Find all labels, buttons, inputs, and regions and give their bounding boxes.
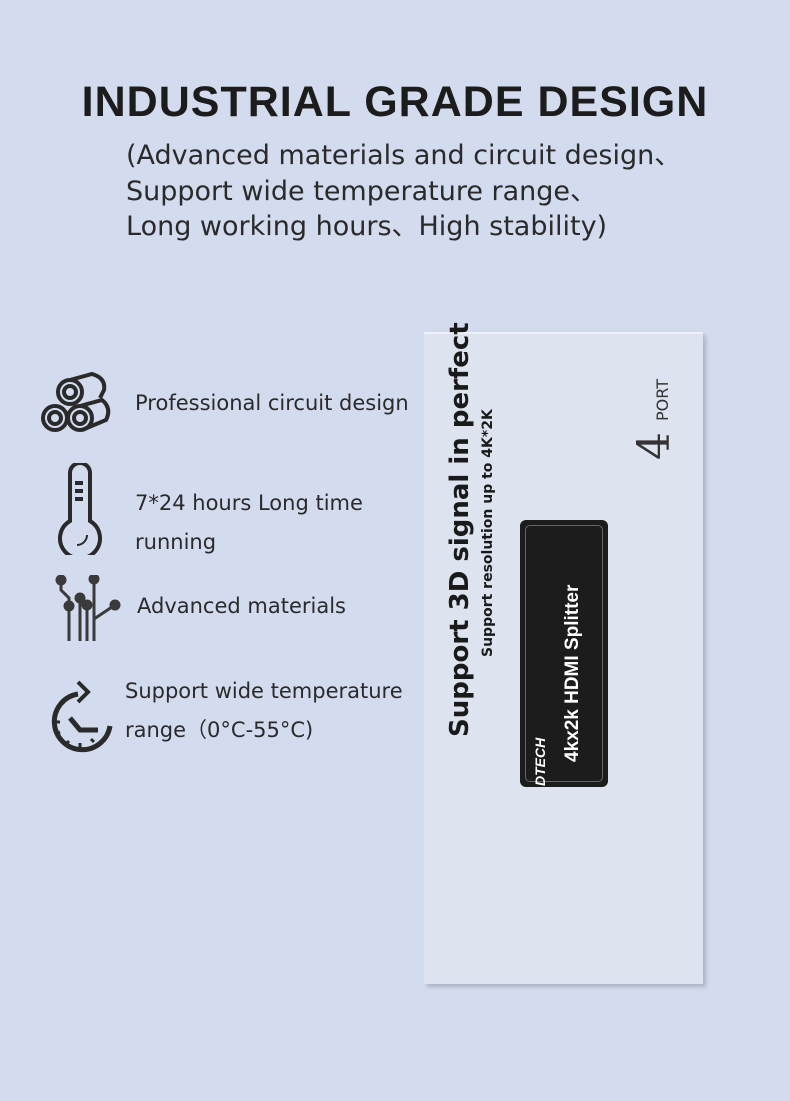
port-number: 4	[629, 432, 680, 460]
device-headline: Support 3D signal in perfect	[445, 322, 475, 737]
thermometer-icon	[58, 463, 102, 555]
page-title: INDUSTRIAL GRADE DESIGN	[81, 78, 709, 126]
feature-advanced-materials: Advanced materials	[137, 587, 346, 626]
device-subline: Support resolution up to 4K*2K	[480, 409, 496, 657]
feature-text: running	[135, 530, 217, 554]
product-name: 4kx2k HDMI Splitter	[562, 584, 583, 762]
feature-long-running: 7*24 hours Long time running	[135, 484, 363, 562]
subtitle-line-3: Long working hours、High stability)	[126, 211, 608, 242]
feature-text: range（0°C-55°C)	[125, 718, 314, 742]
feature-text: Advanced materials	[137, 594, 346, 618]
subtitle-line-1: (Advanced materials and circuit design、	[126, 140, 682, 171]
feature-text: Support wide temperature	[125, 679, 403, 703]
feature-text: Professional circuit design	[135, 391, 409, 415]
feature-text: 7*24 hours Long time	[135, 491, 363, 515]
clock-rotate-icon	[51, 680, 113, 753]
subtitle-line-2: Support wide temperature range、	[126, 176, 598, 207]
feature-temperature-range: Support wide temperature range（0°C-55°C)	[125, 672, 403, 750]
device-label-plate	[520, 520, 608, 787]
brand-logo: DTECH	[532, 737, 548, 786]
circuit-icon	[55, 575, 121, 641]
cylinders-icon	[41, 371, 111, 432]
feature-professional-circuit: Professional circuit design	[135, 384, 409, 423]
port-label: PORT	[653, 379, 672, 421]
